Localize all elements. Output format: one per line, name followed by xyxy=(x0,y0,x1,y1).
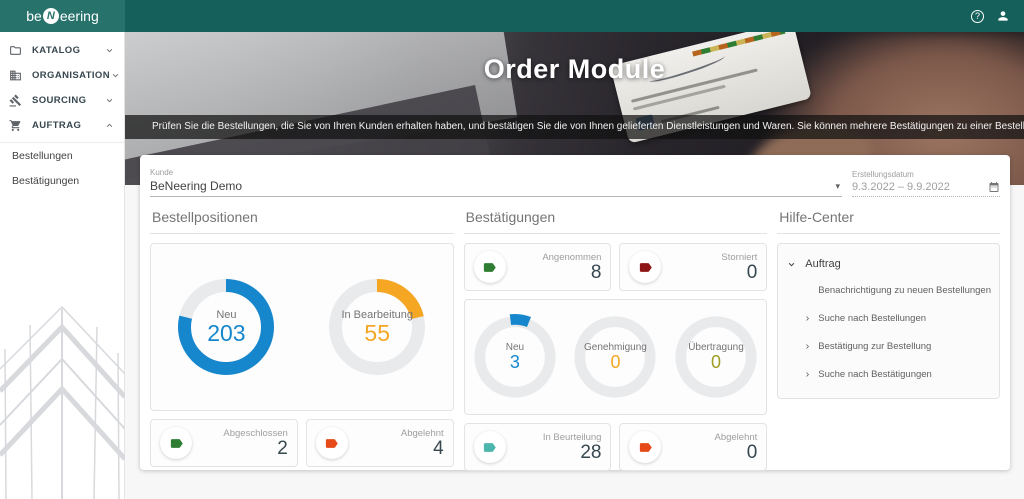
folder-icon xyxy=(10,46,21,55)
dropdown-caret-icon: ▾ xyxy=(835,180,840,191)
content-area: Kunde BeNeering Demo ▾ Erstellungsdatum … xyxy=(125,155,1024,499)
kunde-value: BeNeering Demo xyxy=(150,179,243,193)
sidebar-item-katalog[interactable]: KATALOG xyxy=(0,38,124,63)
stat-storniert[interactable]: Storniert 0 xyxy=(619,243,768,291)
sidebar-item-label: ORGANISATION xyxy=(32,70,110,81)
donut-neu-confirm: Neu 3 xyxy=(471,313,559,401)
calendar-icon[interactable] xyxy=(988,181,1000,193)
tag-icon xyxy=(315,427,348,459)
chevron-down-icon xyxy=(110,70,121,81)
sidebar-item-label: SOURCING xyxy=(32,95,87,106)
help-item-bestaetigung-bestellung[interactable]: Bestätigung zur Bestellung xyxy=(786,332,991,360)
tag-icon xyxy=(473,251,506,283)
help-item-suche-bestaetigungen[interactable]: Suche nach Bestätigungen xyxy=(786,360,991,388)
building-icon xyxy=(10,70,21,81)
gavel-icon xyxy=(9,94,22,107)
stat-abgeschlossen[interactable]: Abgeschlossen 2 xyxy=(150,419,298,467)
logo-text-suffix: eering xyxy=(59,8,99,24)
confirmations-chart-card: Neu 3 Genehmigung xyxy=(463,299,768,415)
kunde-label: Kunde xyxy=(150,168,174,177)
date-value: 9.3.2022 – 9.9.2022 xyxy=(852,181,950,193)
sidebar-item-organisation[interactable]: ORGANISATION xyxy=(0,63,124,88)
sidebar-item-label: AUFTRAG xyxy=(32,120,82,131)
chevron-down-icon xyxy=(789,262,795,266)
cart-icon xyxy=(9,120,21,131)
sidebar-item-bestaetigungen[interactable]: Bestätigungen xyxy=(12,174,80,187)
donut-uebertragung: Übertragung 0 xyxy=(672,313,760,401)
donut-in-bearbeitung: In Bearbeitung 55 xyxy=(329,279,426,375)
tag-icon xyxy=(473,431,506,463)
panel-title: Bestätigungen xyxy=(463,205,768,234)
sidebar-item-sourcing[interactable]: SOURCING xyxy=(0,88,124,113)
hero-header: Order Module Prüfen Sie die Bestellungen… xyxy=(125,32,1024,185)
date-range-input[interactable]: Erstellungsdatum 9.3.2022 – 9.9.2022 xyxy=(852,170,1000,197)
stat-angenommen[interactable]: Angenommen 8 xyxy=(463,243,612,291)
page-title: Order Module xyxy=(483,54,666,84)
logo-n-badge: N xyxy=(42,8,59,24)
donut-neu: Neu 203 xyxy=(178,279,275,375)
panel-bestaetigungen: Bestätigungen Angenommen 8 xyxy=(463,205,768,471)
account-icon[interactable] xyxy=(996,9,1010,23)
tag-icon xyxy=(629,431,662,463)
intro-banner-text: Prüfen Sie die Bestellungen, die Sie von… xyxy=(125,115,1024,139)
stat-in-beurteilung[interactable]: In Beurteilung 28 xyxy=(463,423,612,471)
help-root-auftrag[interactable]: Auftrag xyxy=(786,252,991,276)
stat-abgelehnt-confirm[interactable]: Abgelehnt 0 xyxy=(619,423,768,471)
panel-hilfe-center: Hilfe-Center Auftrag Benachrichtigung zu… xyxy=(777,205,1000,471)
help-tree-card: Auftrag Benachrichtigung zu neuen Bestel… xyxy=(777,243,1000,399)
chevron-down-icon xyxy=(104,45,115,56)
panel-bestellpositionen: Bestellpositionen Neu 203 xyxy=(150,205,454,471)
chevron-up-icon xyxy=(104,120,115,131)
chevron-down-icon xyxy=(104,95,115,106)
filter-bar: Kunde BeNeering Demo ▾ Erstellungsdatum … xyxy=(150,163,1000,197)
order-items-chart-card: Neu 203 In Bearbeitung xyxy=(150,243,454,411)
sidebar-item-bestellungen[interactable]: Bestellungen xyxy=(12,149,73,162)
panel-title: Hilfe-Center xyxy=(777,205,1000,234)
panel-title: Bestellpositionen xyxy=(150,205,454,234)
logo-text-prefix: be xyxy=(26,8,42,24)
sidebar-item-label: KATALOG xyxy=(32,45,81,56)
help-item-benachrichtigung[interactable]: Benachrichtigung zu neuen Bestellungen xyxy=(818,284,991,296)
chevron-right-icon xyxy=(806,315,810,321)
chevron-right-icon xyxy=(806,343,810,349)
dashboard-card: Kunde BeNeering Demo ▾ Erstellungsdatum … xyxy=(140,155,1010,471)
stat-abgelehnt[interactable]: Abgelehnt 4 xyxy=(305,419,454,467)
sidebar: KATALOG ORGANISATION SOURCING AUFTRAG Be… xyxy=(0,32,125,499)
sidebar-item-auftrag[interactable]: AUFTRAG xyxy=(0,113,124,138)
building-watermark-graphic xyxy=(0,305,125,499)
main-area: Order Module Prüfen Sie die Bestellungen… xyxy=(125,32,1024,499)
tag-icon xyxy=(160,427,192,459)
tag-icon xyxy=(629,251,662,283)
date-label: Erstellungsdatum xyxy=(852,170,914,179)
help-icon[interactable]: ? xyxy=(971,9,984,23)
kunde-select[interactable]: Kunde BeNeering Demo ▾ xyxy=(150,168,842,197)
help-item-suche-bestellungen[interactable]: Suche nach Bestellungen xyxy=(786,304,991,332)
chevron-right-icon xyxy=(806,371,810,377)
donut-genehmigung: Genehmigung 0 xyxy=(571,313,659,401)
